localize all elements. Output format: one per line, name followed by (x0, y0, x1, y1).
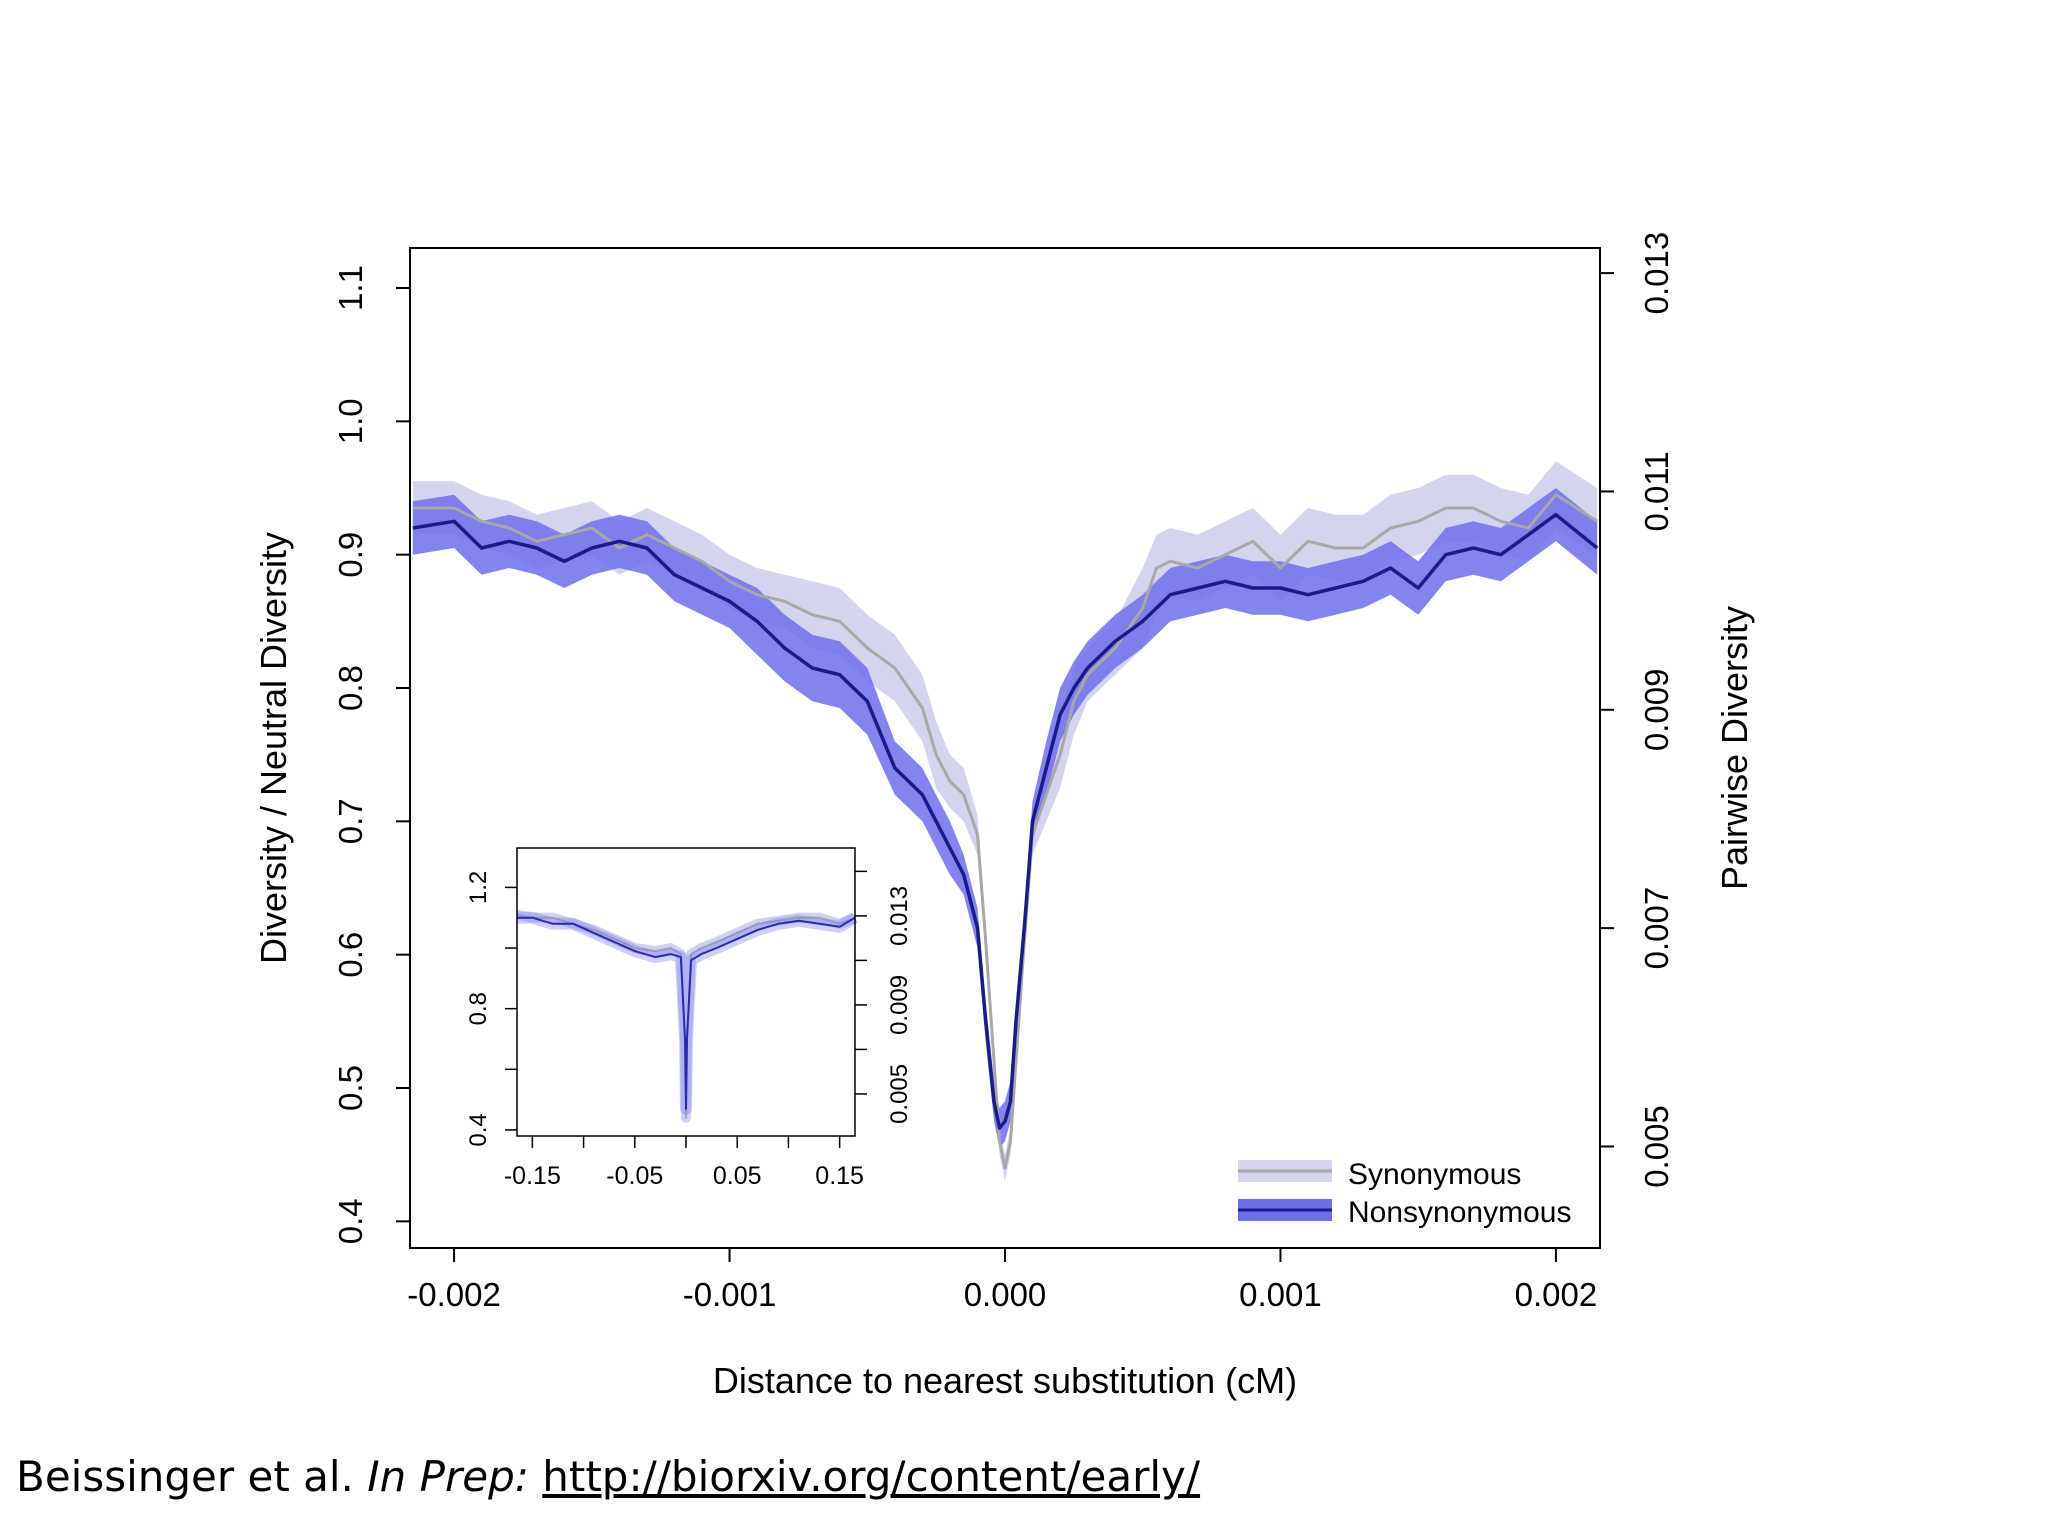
y2-tick-label: 0.005 (1638, 1105, 1675, 1188)
citation-status: In Prep: (367, 1452, 529, 1501)
inset-x-tick-label: 0.05 (713, 1162, 762, 1190)
inset-x-tick-label: 0.15 (815, 1162, 864, 1190)
inset-y2-tick-label: 0.009 (886, 975, 913, 1035)
y2-tick-label: 0.009 (1638, 669, 1675, 752)
x-tick-label: 0.000 (964, 1276, 1047, 1313)
y2-tick-label: 0.011 (1638, 451, 1675, 531)
y-tick-label: 0.7 (332, 798, 369, 844)
y2-axis-label: Pairwise Diversity (1714, 606, 1755, 890)
y-tick-label: 0.8 (332, 665, 369, 711)
citation: Beissinger et al. In Prep: http://biorxi… (16, 1452, 1200, 1501)
inset-x-tick-label: -0.15 (504, 1162, 561, 1190)
inset-y-tick-label: 0.8 (465, 992, 492, 1025)
legend-label-nonsynonymous: Nonsynonymous (1348, 1196, 1571, 1229)
y-axis-label: Diversity / Neutral Diversity (253, 532, 294, 964)
y-tick-label: 1.1 (332, 265, 369, 311)
legend: Synonymous Nonsynonymous (1238, 1158, 1571, 1229)
citation-authors: Beissinger et al. (16, 1452, 354, 1501)
series-line-synonymous (412, 493, 1599, 1170)
x-tick-label: -0.002 (407, 1276, 501, 1313)
inset-y2-tick-label: 0.013 (886, 886, 913, 946)
confidence-band-nonsynonymous (412, 488, 1598, 1148)
y2-tick-label: 0.013 (1638, 232, 1675, 315)
series-line-nonsynonymous (412, 512, 1599, 1130)
inset-y2-tick-label: 0.005 (886, 1064, 913, 1124)
inset-x-tick-label: -0.05 (606, 1162, 663, 1190)
x-tick-label: 0.001 (1239, 1276, 1322, 1313)
x-tick-label: 0.002 (1515, 1276, 1598, 1313)
citation-link[interactable]: http://biorxiv.org/content/early/ (542, 1452, 1201, 1501)
inset-plot: -0.15 -0.05 0.05 0.15 0.4 0.8 1.2 0.005 0.009 0.0… (465, 847, 913, 1190)
inset-line-nonsynonymous (517, 916, 856, 1110)
x-axis-label: Distance to nearest substitution (cM) (713, 1360, 1297, 1401)
y-tick-label: 0.6 (332, 932, 369, 978)
inset-line-synonymous (516, 913, 856, 1119)
inset-y-tick-label: 0.4 (465, 1113, 492, 1146)
y-tick-label: 1.0 (332, 398, 369, 444)
y-tick-label: 0.9 (332, 532, 369, 578)
main-plot: -0.002 -0.001 0.000 0.001 0.002 0.4 0.5 0.6 0.7 0… (253, 232, 1755, 1401)
inset-y-tick-label: 1.2 (465, 871, 492, 904)
y2-tick-label: 0.007 (1638, 887, 1675, 970)
x-tick-label: -0.001 (683, 1276, 777, 1313)
y-tick-label: 0.5 (332, 1065, 369, 1111)
legend-label-synonymous: Synonymous (1348, 1158, 1521, 1191)
y-tick-label: 0.4 (332, 1198, 369, 1244)
